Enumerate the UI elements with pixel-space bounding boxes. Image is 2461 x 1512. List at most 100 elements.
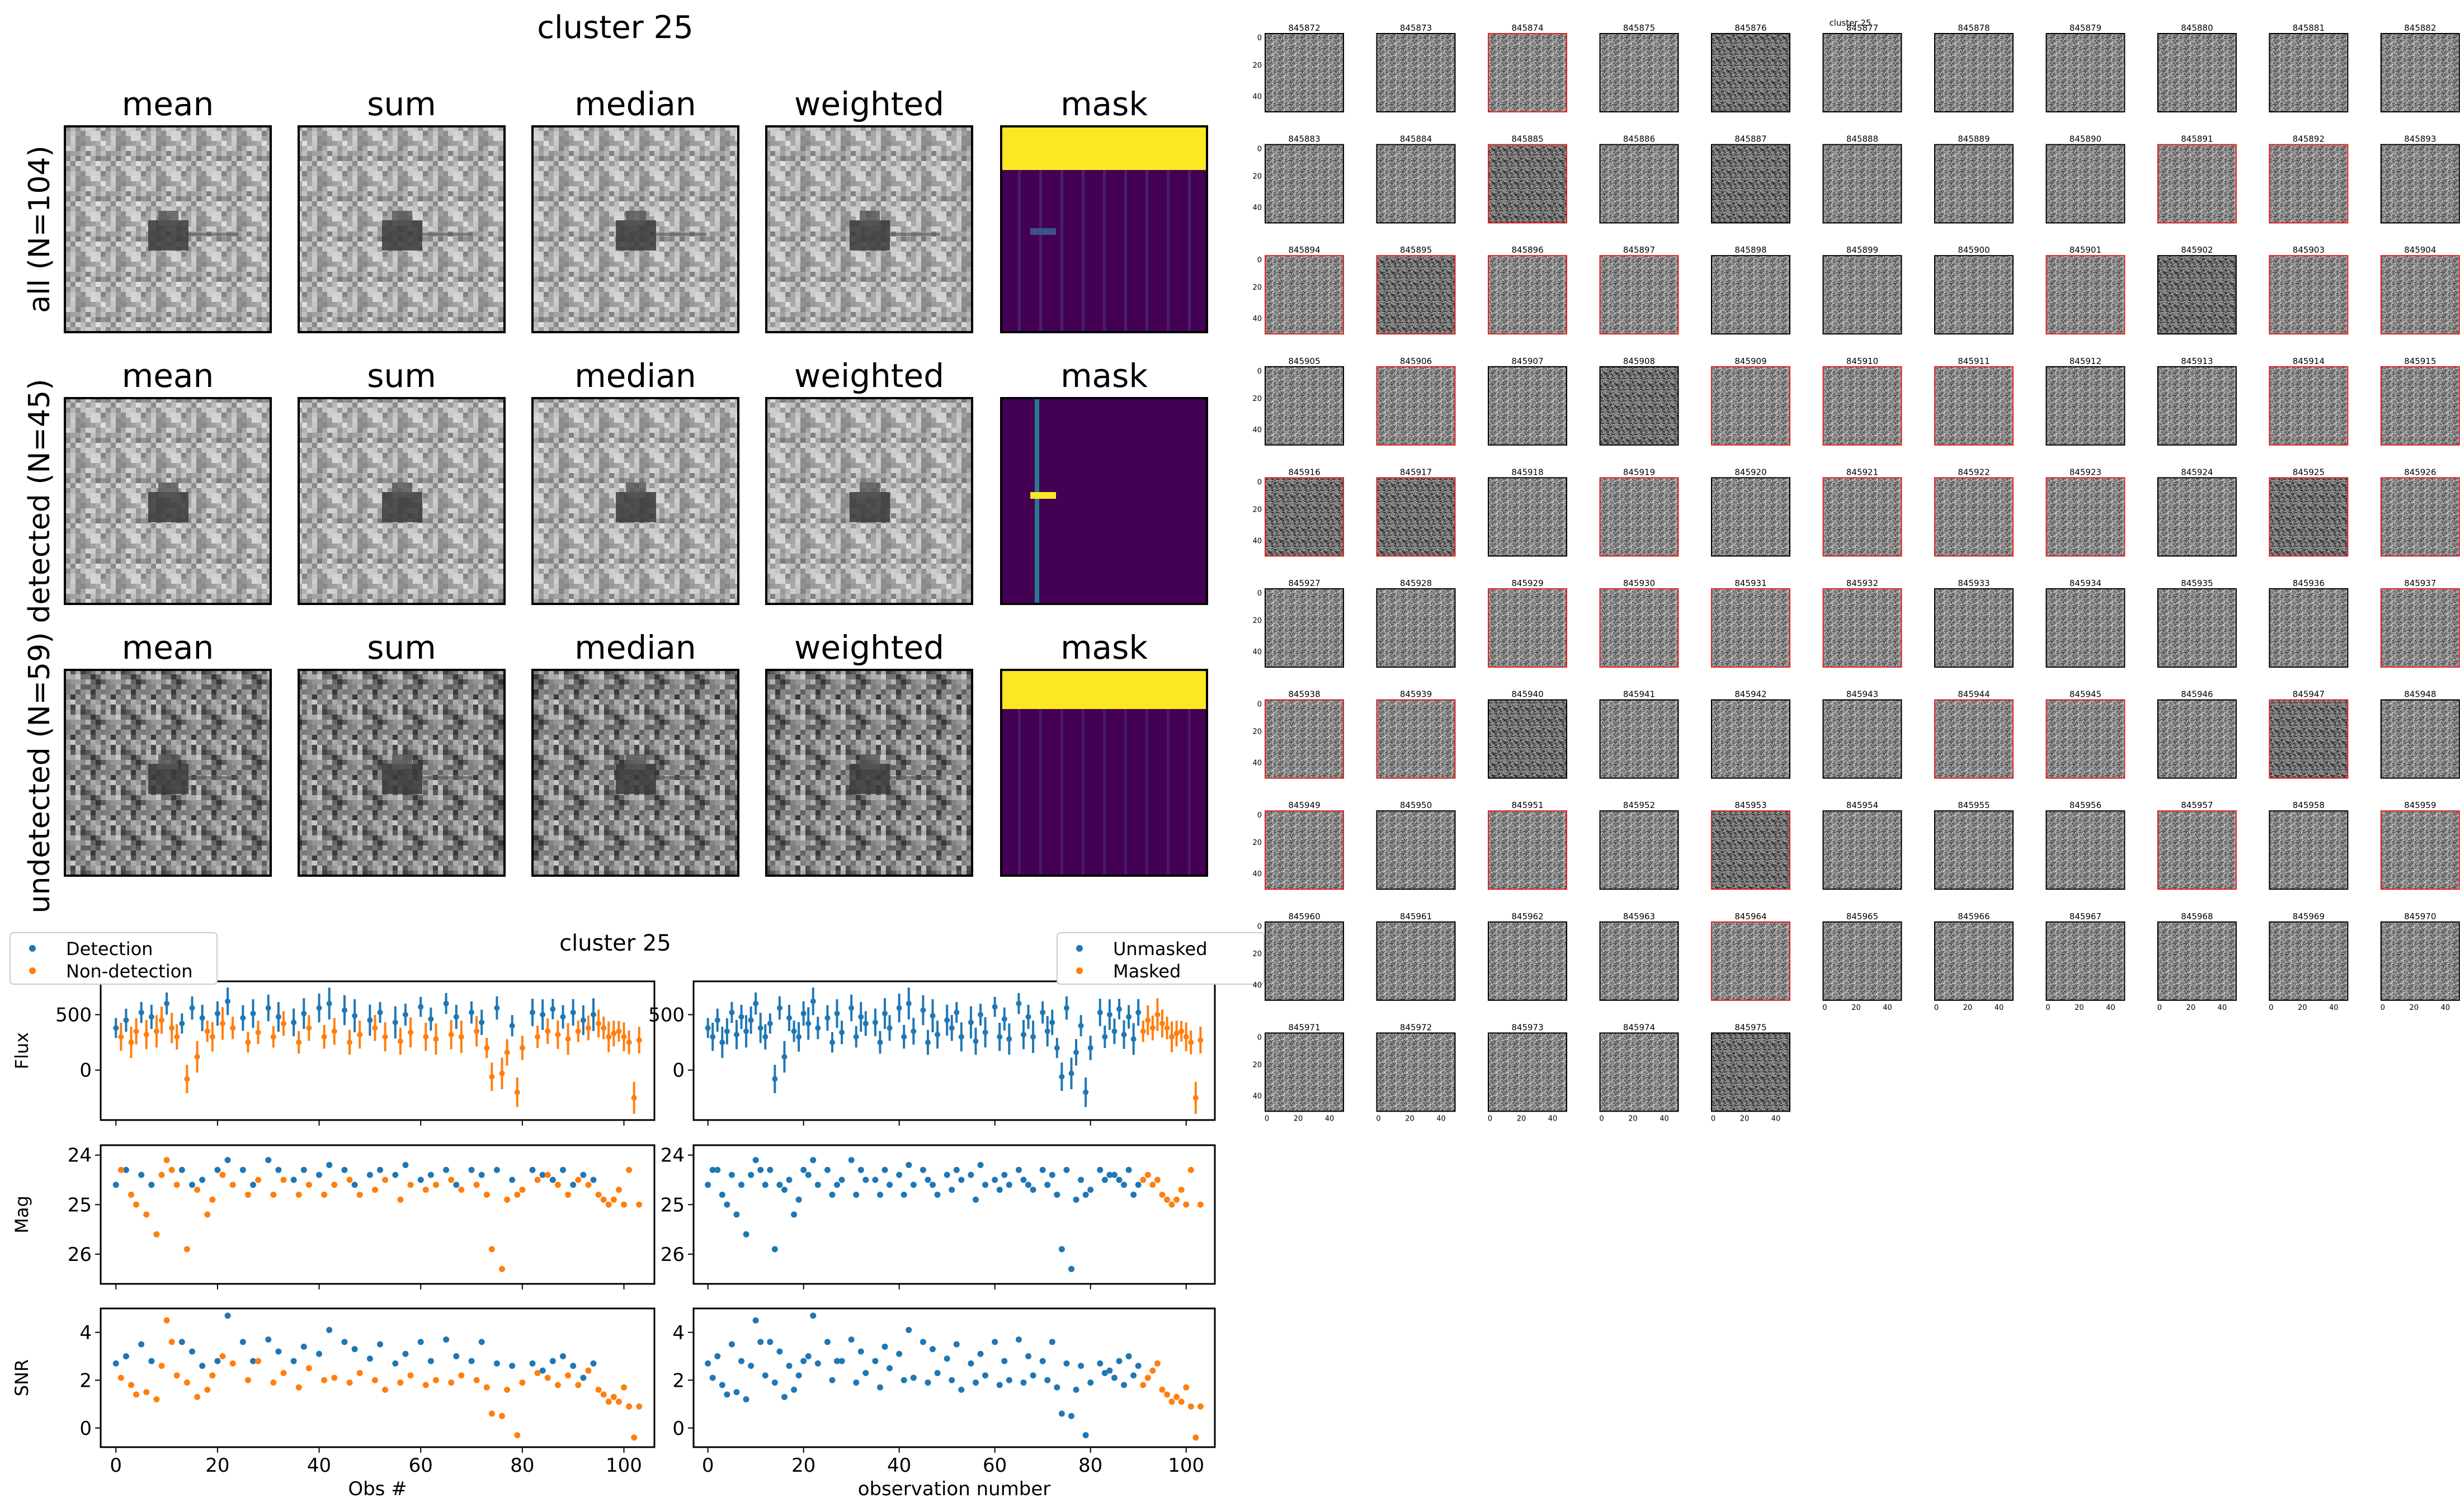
cutout-id-label: 845950: [1400, 800, 1432, 810]
data-point: [1087, 1045, 1093, 1051]
cutout-x-tick-label: 20: [1517, 1114, 1526, 1123]
cutout-frame: [1934, 588, 2014, 668]
data-point: [494, 1005, 500, 1011]
cutout-image: [1265, 144, 1343, 223]
data-point: [1097, 1166, 1104, 1173]
data-point: [605, 1398, 612, 1405]
data-point: [280, 1020, 286, 1027]
data-point: [1169, 1034, 1175, 1040]
cutout-image: [1265, 34, 1343, 112]
data-point: [280, 1369, 287, 1376]
cutout-frame: [2157, 33, 2237, 112]
cutout-id-label: 845894: [1288, 245, 1320, 255]
cutout-frame: [1376, 588, 1456, 668]
cutout-image: [1376, 700, 1455, 778]
cutout-y-tick-label: 40: [1252, 1092, 1262, 1100]
data-point: [1116, 1358, 1123, 1364]
data-point: [133, 1201, 140, 1208]
stack-column-title: sum: [367, 629, 436, 667]
cutout-image: [1376, 1033, 1455, 1112]
cutout-image: [2269, 589, 2348, 667]
data-point: [930, 1013, 936, 1019]
cutout-frame: [1822, 477, 1902, 557]
data-point: [580, 1017, 586, 1023]
data-point: [872, 1019, 878, 1026]
data-point: [1020, 1032, 1026, 1038]
cutout-id-label: 845946: [2181, 689, 2213, 700]
cutout-image: [2158, 811, 2236, 890]
legend-box: [1057, 932, 1265, 985]
data-point: [478, 1171, 485, 1178]
data-point: [805, 1171, 812, 1178]
mask-streak: [1167, 170, 1170, 332]
data-point: [295, 1192, 302, 1198]
data-point: [772, 1076, 778, 1082]
data-point: [1135, 1009, 1142, 1015]
cutout-image: [1265, 700, 1343, 778]
cutout-frame: [1265, 588, 1344, 668]
data-point: [356, 1369, 363, 1376]
cutout-id-label: 845974: [1623, 1022, 1655, 1032]
data-point: [544, 1171, 551, 1178]
cutout-y-tick-label: 40: [1252, 537, 1262, 545]
cutout-id-label: 845936: [2293, 578, 2325, 588]
cutout-frame: [2380, 921, 2460, 1001]
data-point: [853, 1379, 860, 1386]
cutout-image: [2046, 478, 2125, 556]
cutout-frame: [2269, 144, 2349, 224]
cutout-image: [1488, 34, 1567, 112]
data-point: [876, 1384, 883, 1391]
cutout-frame: [1265, 366, 1344, 446]
mask-mark: [1030, 228, 1056, 235]
data-point: [1121, 1182, 1128, 1188]
data-point: [341, 1007, 347, 1013]
data-point: [753, 1000, 759, 1007]
data-point: [153, 1028, 159, 1034]
data-point: [1125, 1166, 1132, 1173]
data-point: [805, 1020, 812, 1027]
data-point: [427, 1358, 434, 1364]
cutout-id-label: 845897: [1623, 245, 1655, 255]
cutout-id-label: 845955: [1958, 800, 1989, 810]
cutout-x-tick-label: 40: [1659, 1114, 1669, 1123]
source-streak: [188, 776, 239, 779]
x-tick-label: 80: [510, 1454, 534, 1477]
data-point: [1078, 1023, 1084, 1029]
data-point: [1044, 1028, 1050, 1034]
cutout-frame: [2380, 144, 2460, 224]
data-point: [255, 1176, 262, 1183]
data-point: [117, 1374, 124, 1381]
cutout-x-tick-label: 20: [1294, 1114, 1303, 1123]
data-point: [972, 1379, 979, 1386]
source-blob: [158, 754, 178, 769]
data-point: [407, 1182, 414, 1188]
stack-row-label: detected (N=45): [23, 379, 56, 623]
plot-frame: [100, 980, 656, 1121]
cutout-image: [1600, 478, 1679, 556]
mask-band: [1001, 670, 1207, 709]
data-point: [321, 1034, 327, 1040]
data-point: [762, 1372, 769, 1379]
data-point: [1197, 1201, 1204, 1208]
data-point: [910, 1182, 917, 1188]
cutout-id-label: 845972: [1400, 1022, 1432, 1032]
data-point: [839, 1029, 845, 1036]
cutout-x-tick-label: 40: [2441, 1004, 2450, 1012]
cutout-y-tick-label: 20: [1252, 728, 1262, 736]
cutout-frame: [2269, 588, 2349, 668]
x-axis-label: Obs #: [348, 1478, 407, 1500]
cutout-frame: [1488, 699, 1567, 779]
cutout-frame: [1599, 1032, 1679, 1112]
cutout-frame: [1711, 255, 1790, 335]
mask-streak: [1103, 709, 1106, 876]
cutout-image: [1600, 1033, 1679, 1112]
data-point: [408, 1029, 414, 1036]
cutout-grid: 845872 20 40 0 845873 845874 845875 845876 84587…: [1252, 23, 2460, 1123]
stack-column-title: mask: [1060, 629, 1148, 667]
data-point: [949, 1187, 955, 1193]
cutout-frame: [1265, 255, 1344, 335]
cutout-image: [1823, 256, 1902, 334]
data-point: [626, 1040, 632, 1046]
data-point: [549, 1358, 556, 1364]
cutout-id-label: 845965: [1846, 911, 1878, 922]
